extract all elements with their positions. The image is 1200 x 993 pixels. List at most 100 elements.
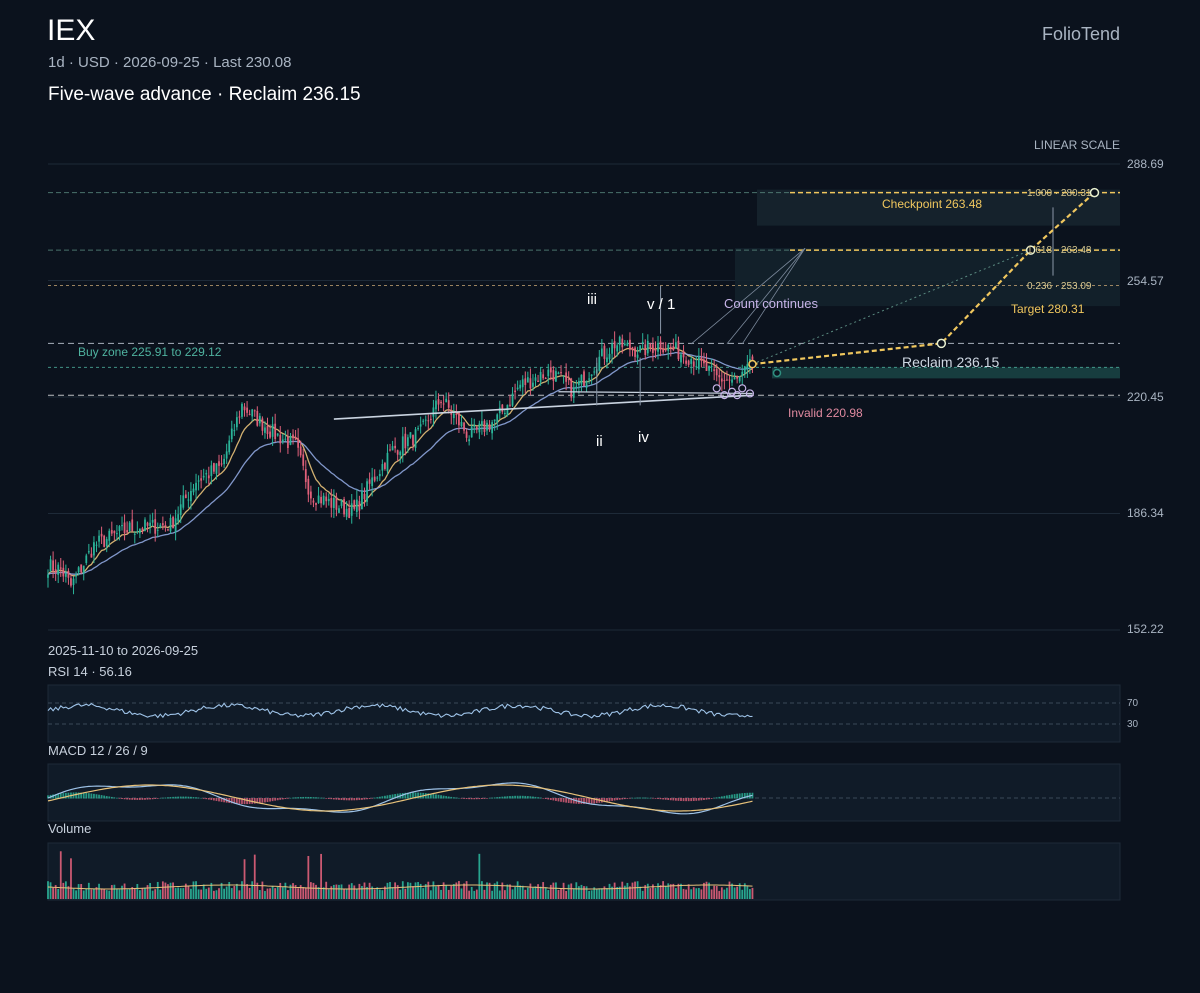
volume-bar xyxy=(751,887,754,899)
volume-bar xyxy=(749,889,751,899)
volume-bar xyxy=(440,889,442,899)
candle-body xyxy=(429,418,432,420)
volume-bar xyxy=(276,886,279,899)
macd-histogram-bar xyxy=(187,796,190,799)
macd-histogram-bar xyxy=(440,795,442,799)
candle-body xyxy=(62,567,65,577)
macd-histogram-bar xyxy=(662,798,665,800)
volume-bar xyxy=(555,882,557,899)
macd-histogram-bar xyxy=(366,798,368,800)
candle-body xyxy=(634,347,636,357)
candles xyxy=(47,331,754,595)
candle-body xyxy=(723,380,726,382)
macd-histogram-bar xyxy=(116,797,118,799)
candle-body xyxy=(708,365,710,371)
macd-histogram-bar xyxy=(728,794,731,799)
macd-histogram-bar xyxy=(606,798,608,802)
candle-body xyxy=(613,341,616,349)
macd-histogram-bar xyxy=(567,798,570,803)
volume-bar xyxy=(345,889,348,899)
volume-bar xyxy=(511,889,514,899)
macd-histogram-bar xyxy=(672,798,675,801)
candle-body xyxy=(672,346,675,350)
candle-body xyxy=(345,508,348,517)
candle-body xyxy=(529,378,532,389)
candle-body xyxy=(603,345,606,359)
candle-body xyxy=(623,343,626,345)
volume-bar xyxy=(460,888,463,899)
macd-histogram-bar xyxy=(738,793,741,799)
candle-body xyxy=(230,428,233,440)
candle-body xyxy=(649,343,652,348)
volume-bar xyxy=(62,882,65,899)
macd-histogram-bar xyxy=(243,798,246,805)
macd-histogram-bar xyxy=(220,798,223,802)
volume-bar xyxy=(121,885,123,899)
macd-histogram-bar xyxy=(503,796,506,799)
volume-bar xyxy=(677,883,680,899)
macd-histogram-bar xyxy=(233,798,236,804)
macd-histogram-bar xyxy=(552,798,555,801)
macd-histogram-bar xyxy=(532,796,534,799)
macd-histogram-bar xyxy=(121,798,123,799)
candle-body xyxy=(138,528,141,534)
volume-bar xyxy=(718,890,721,899)
candle-body xyxy=(368,479,371,484)
volume-bar xyxy=(743,883,746,899)
candle-body xyxy=(381,464,384,471)
macd-histogram-bar xyxy=(700,798,703,801)
volume-bar xyxy=(468,890,471,899)
volume-bar xyxy=(225,886,228,899)
candle-body xyxy=(312,500,315,503)
macd-histogram-bar xyxy=(473,798,476,800)
macd-histogram-bar xyxy=(100,795,103,799)
volume-bar xyxy=(67,886,70,899)
volume-bar xyxy=(172,882,174,899)
macd-histogram-bar xyxy=(182,796,185,799)
volume-bar xyxy=(623,885,626,899)
volume-bar xyxy=(230,888,233,899)
candle-body xyxy=(498,407,501,414)
macd-histogram-bar xyxy=(455,797,458,799)
trendline xyxy=(333,394,753,420)
volume-bar xyxy=(629,886,631,899)
macd-label: MACD 12 / 26 / 9 xyxy=(48,743,148,758)
candle-body xyxy=(177,514,180,522)
candle-body xyxy=(100,533,103,537)
macd-histogram-bar xyxy=(315,797,317,799)
volume-bar xyxy=(697,888,700,899)
volume-bar xyxy=(539,886,542,899)
candle-body xyxy=(412,435,414,446)
candle-body xyxy=(606,357,608,363)
volume-bar xyxy=(639,886,642,899)
volume-bar xyxy=(560,888,562,899)
candle-body xyxy=(641,341,644,344)
count-annotation: Count continues xyxy=(724,296,818,311)
candle-body xyxy=(202,475,205,478)
annotation-leader xyxy=(690,248,806,345)
chart-headline: Five-wave advance · Reclaim 236.15 xyxy=(48,84,361,105)
macd-histogram-bar xyxy=(478,798,481,800)
macd-histogram-bar xyxy=(287,798,289,799)
macd-histogram-bar xyxy=(289,797,292,799)
candle-body xyxy=(705,360,708,371)
y-tick-label: 186.34 xyxy=(1127,506,1164,520)
volume-bar xyxy=(287,890,289,899)
volume-bar xyxy=(322,887,325,899)
candle-body xyxy=(396,450,399,455)
candle-body xyxy=(741,371,744,376)
macd-histogram-bar xyxy=(733,794,736,799)
volume-bar xyxy=(450,885,453,899)
macd-histogram-bar xyxy=(294,797,297,799)
candle-body xyxy=(116,533,118,535)
macd-histogram-bar xyxy=(149,798,151,800)
volume-bar xyxy=(516,881,519,899)
candle-body xyxy=(64,573,67,577)
macd-histogram-bar xyxy=(292,797,294,799)
macd-histogram-bar xyxy=(741,793,744,799)
macd-histogram-bar xyxy=(253,798,256,804)
candle-body xyxy=(95,544,98,546)
volume-bar xyxy=(700,889,703,899)
macd-histogram-bar xyxy=(593,798,596,804)
macd-histogram-bar xyxy=(378,796,381,799)
